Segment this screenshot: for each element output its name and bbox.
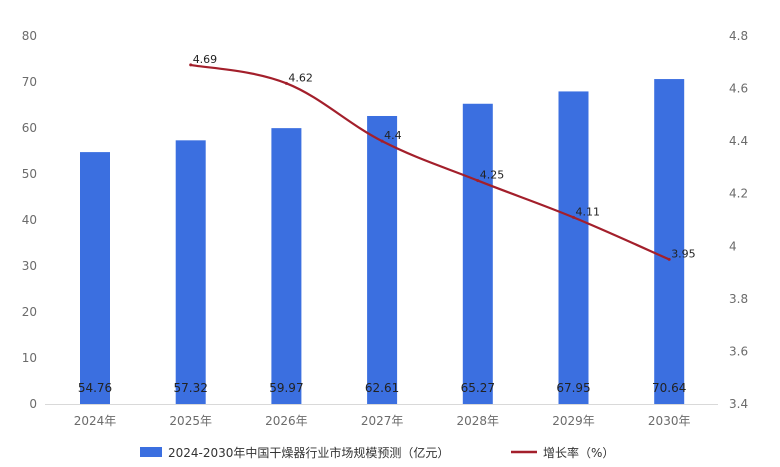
y-left-tick-label: 0 [29,397,37,411]
bar-value-label: 70.64 [652,381,686,395]
x-tick-label: 2027年 [361,414,404,428]
y-left-tick-label: 80 [22,29,37,43]
y-right-tick-label: 4.6 [729,82,748,96]
y-left-tick-label: 70 [22,75,37,89]
growth-rate-point [476,179,480,183]
y-right-tick-label: 3.6 [729,344,748,358]
y-right-tick-label: 4.2 [729,187,748,201]
x-tick-label: 2029年 [552,414,595,428]
y-left-tick-label: 10 [22,351,37,365]
bar-value-label: 67.95 [556,381,590,395]
growth-rate-label: 4.25 [480,169,505,182]
y-left-tick-label: 30 [22,259,37,273]
x-tick-label: 2028年 [457,414,500,428]
bar [558,91,589,405]
growth-rate-label: 4.4 [384,129,402,142]
bar-value-label: 62.61 [365,381,399,395]
y-right-tick-label: 3.4 [729,397,748,411]
bar [462,103,493,405]
bar-value-label: 59.97 [269,381,303,395]
bar-value-label: 57.32 [174,381,208,395]
legend-swatch-bar [140,447,162,457]
bar [271,128,302,404]
x-tick-label: 2024年 [74,414,117,428]
growth-rate-label: 4.62 [288,71,313,84]
growth-rate-point [284,81,288,85]
y-left-tick-label: 50 [22,167,37,181]
x-tick-label: 2030年 [648,414,691,428]
x-tick-label: 2025年 [169,414,212,428]
y-right-tick-label: 3.8 [729,292,748,306]
bar [80,152,110,404]
bar [367,115,398,404]
growth-rate-point [572,215,575,219]
growth-rate-point [380,139,384,143]
y-right-tick-label: 4 [729,239,737,253]
growth-rate-label: 3.95 [671,247,696,260]
growth-rate-point [667,257,671,261]
bar-value-label: 54.76 [78,381,112,395]
bar [175,140,206,404]
legend-label-bar: 2024-2030年中国干燥器行业市场规模预测（亿元） [168,445,449,460]
y-left-tick-label: 20 [22,305,37,319]
bar [654,79,685,404]
growth-rate-label: 4.11 [576,205,601,218]
y-right-tick-label: 4.8 [729,29,748,43]
y-right-tick-label: 4.4 [729,134,748,148]
y-left-tick-label: 60 [22,121,37,135]
growth-rate-line [190,63,670,261]
legend-label-line: 增长率（%） [543,445,614,460]
growth-rate-label: 4.69 [193,53,218,66]
x-tick-label: 2026年 [265,414,308,428]
y-left-tick-label: 40 [22,213,37,227]
bar-value-label: 65.27 [461,381,495,395]
growth-rate-point [189,63,193,67]
